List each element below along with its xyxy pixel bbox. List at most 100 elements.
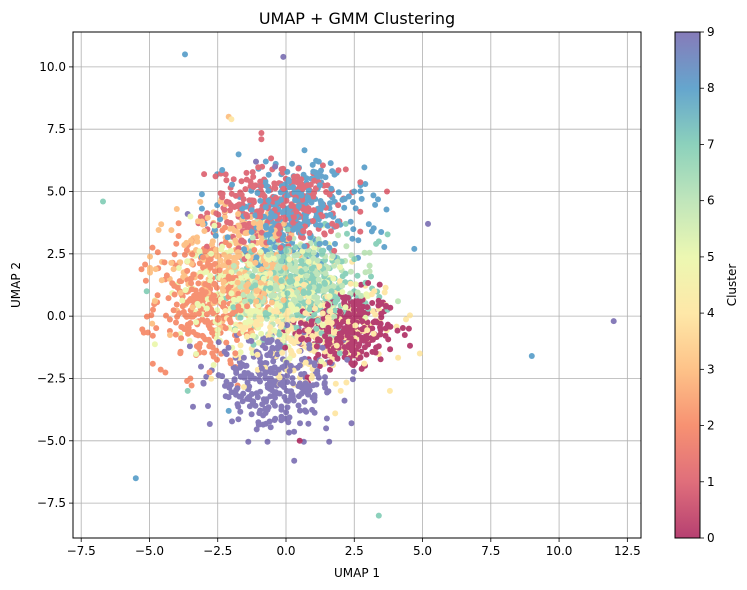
scatter-point (385, 336, 392, 343)
scatter-point (319, 344, 326, 351)
scatter-point (258, 316, 265, 322)
scatter-point (244, 333, 251, 340)
scatter-point (226, 316, 233, 323)
scatter-point (248, 338, 255, 344)
scatter-point (315, 374, 322, 381)
scatter-point (309, 161, 316, 168)
scatter-point (323, 425, 330, 432)
scatter-point (268, 227, 275, 234)
scatter-point (322, 280, 328, 287)
scatter-point (236, 295, 243, 302)
scatter-point (355, 301, 362, 308)
scatter-point (229, 310, 236, 317)
scatter-point (147, 253, 153, 260)
scatter-point (279, 236, 286, 243)
scatter-point (276, 331, 283, 338)
scatter-point (268, 155, 275, 162)
scatter-point (240, 384, 247, 390)
scatter-point (211, 261, 218, 267)
scatter-point (235, 151, 242, 158)
scatter-point (357, 228, 364, 235)
scatter-point (381, 244, 388, 250)
scatter-point (297, 320, 304, 326)
scatter-point (203, 311, 210, 318)
scatter-point (315, 276, 322, 283)
scatter-point (296, 176, 303, 183)
scatter-point (312, 305, 318, 312)
scatter-point (197, 273, 204, 280)
scatter-point (332, 410, 339, 417)
scatter-point (265, 197, 272, 204)
scatter-point (142, 261, 149, 268)
scatter-point (290, 397, 297, 404)
scatter-point (264, 381, 271, 388)
scatter-point (347, 268, 354, 275)
scatter-point (272, 244, 279, 251)
scatter-point (335, 323, 342, 330)
scatter-point (361, 249, 368, 256)
scatter-point (344, 356, 351, 363)
scatter-point (368, 291, 375, 298)
scatter-point (234, 385, 241, 392)
scatter-point (287, 362, 294, 369)
scatter-point (293, 280, 300, 287)
scatter-point (305, 196, 312, 203)
scatter-point (335, 232, 342, 239)
scatter-point (285, 327, 291, 334)
scatter-point (262, 405, 269, 412)
scatter-point (290, 317, 297, 323)
scatter-point (283, 359, 290, 366)
scatter-point (177, 348, 184, 355)
scatter-point (306, 341, 313, 348)
scatter-point (305, 336, 312, 343)
scatter-point (225, 344, 232, 351)
scatter-point (182, 287, 189, 294)
scatter-point (386, 387, 393, 394)
scatter-point (273, 275, 280, 282)
scatter-point (219, 243, 226, 250)
scatter-point (198, 205, 205, 212)
scatter-point (255, 339, 262, 346)
scatter-point (262, 261, 269, 268)
scatter-point (149, 332, 156, 339)
x-tick-label: 7.5 (481, 544, 500, 558)
scatter-point (349, 347, 355, 354)
scatter-point (331, 262, 338, 269)
scatter-point (319, 310, 326, 317)
scatter-point (188, 260, 195, 267)
scatter-point (262, 158, 269, 165)
scatter-point (302, 310, 309, 317)
scatter-point (271, 180, 278, 187)
scatter-point (254, 394, 261, 401)
scatter-point (256, 309, 263, 316)
scatter-point (270, 255, 277, 262)
scatter-point (337, 264, 344, 271)
scatter-point (271, 292, 278, 299)
scatter-point (196, 260, 203, 267)
scatter-point (260, 421, 267, 428)
scatter-point (282, 264, 289, 271)
scatter-point (299, 184, 306, 191)
scatter-point (289, 160, 295, 167)
scatter-point (177, 259, 184, 266)
scatter-point (316, 263, 323, 270)
scatter-point (399, 325, 406, 331)
scatter-point (369, 300, 376, 306)
scatter-point (257, 407, 264, 414)
scatter-point (315, 351, 322, 358)
scatter-point (173, 206, 180, 212)
scatter-point (264, 438, 271, 445)
x-axis-ticks: −7.5 −5.0 −2.5 0.0 2.5 5.0 7.5 10.0 12.5 (67, 538, 641, 558)
scatter-point (372, 201, 379, 208)
scatter-point (351, 338, 358, 345)
scatter-point (200, 254, 206, 261)
scatter-point (223, 177, 230, 184)
scatter-point (308, 375, 315, 382)
scatter-point (223, 198, 230, 205)
scatter-point (272, 370, 279, 377)
x-tick-label: 10.0 (546, 544, 573, 558)
scatter-point (302, 223, 309, 230)
scatter-point (263, 396, 270, 403)
scatter-point (237, 408, 244, 415)
scatter-point (323, 415, 330, 422)
